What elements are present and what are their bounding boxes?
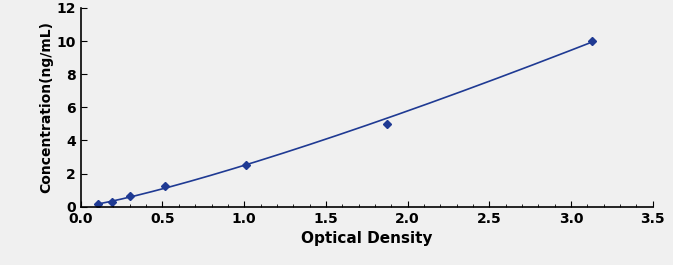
Y-axis label: Concentration(ng/mL): Concentration(ng/mL) (40, 21, 54, 193)
X-axis label: Optical Density: Optical Density (301, 231, 433, 246)
